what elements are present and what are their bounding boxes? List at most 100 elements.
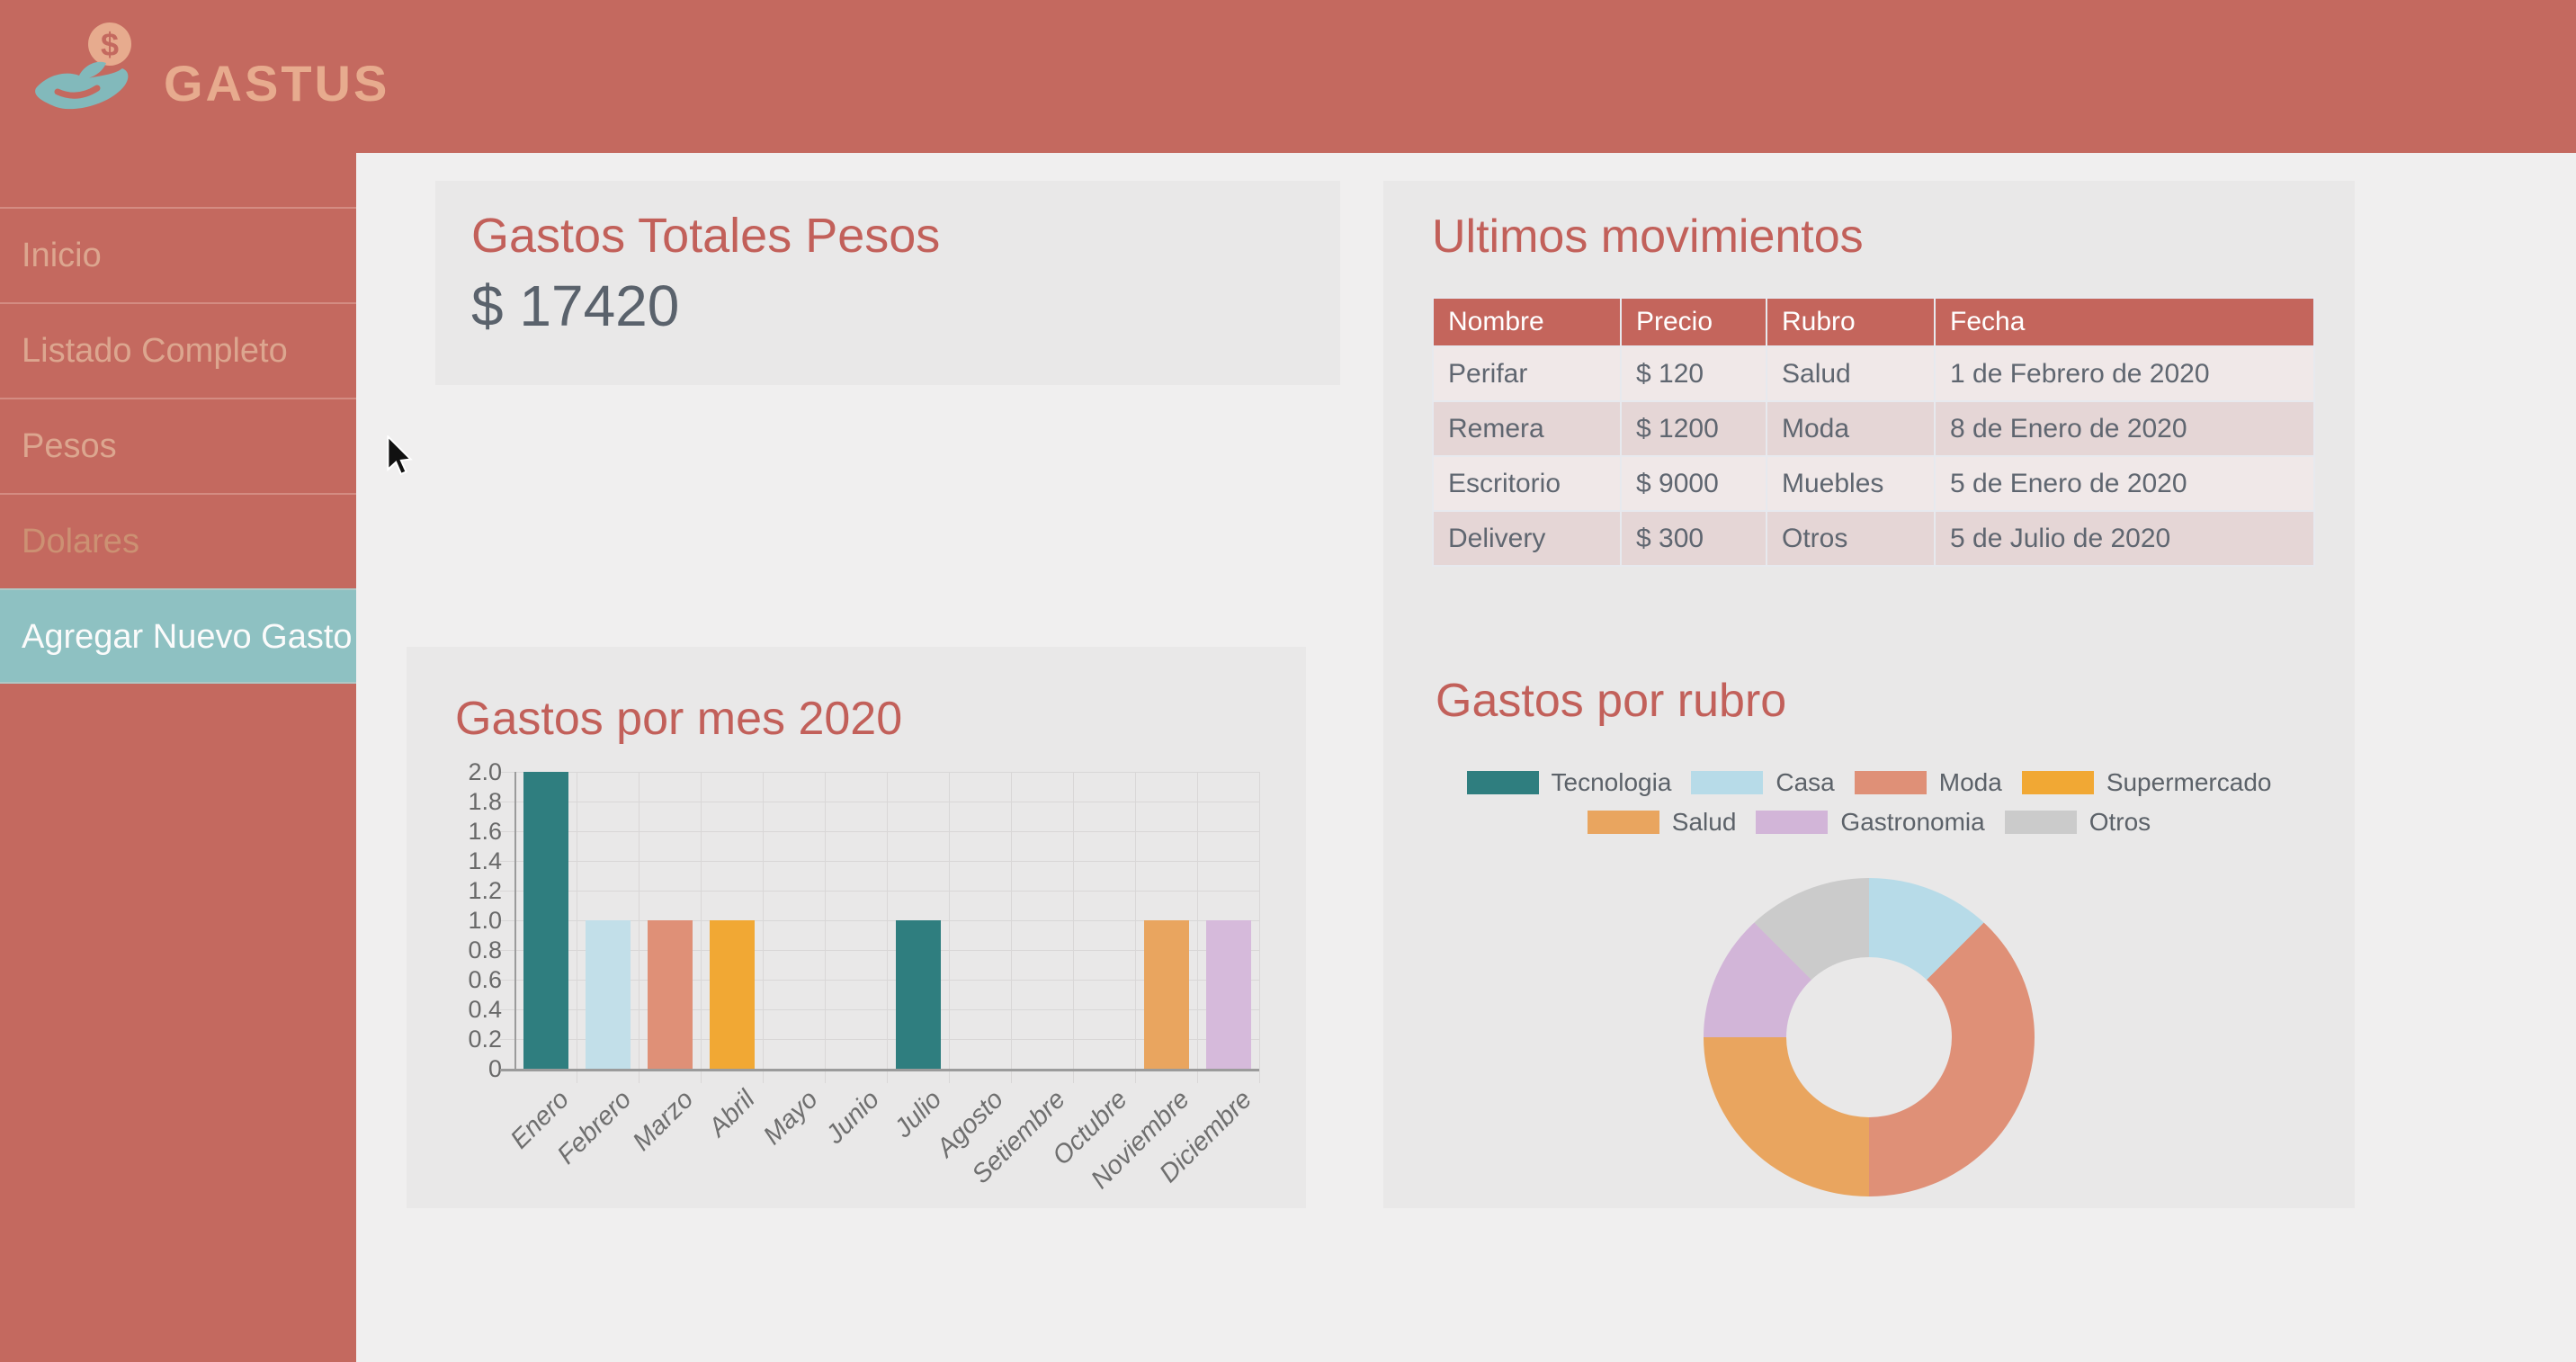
table-cell: 5 de Julio de 2020 bbox=[1936, 512, 2313, 565]
table-cell: $ 9000 bbox=[1622, 457, 1766, 510]
bar-febrero bbox=[585, 920, 631, 1069]
legend-item-salud[interactable]: Salud bbox=[1587, 808, 1736, 837]
x-axis-tick-label: Mayo bbox=[757, 1085, 824, 1151]
gridline bbox=[1011, 772, 1012, 1083]
table-row: Delivery $ 300 Otros 5 de Julio de 2020 bbox=[1434, 512, 2313, 565]
table-cell: 5 de Enero de 2020 bbox=[1936, 457, 2313, 510]
legend-item-moda[interactable]: Moda bbox=[1854, 768, 2002, 797]
bar-noviembre bbox=[1143, 920, 1189, 1069]
svg-text:$: $ bbox=[101, 26, 119, 63]
x-axis-tick-label: Marzo bbox=[627, 1085, 700, 1157]
bar-marzo bbox=[647, 920, 693, 1069]
column-header-nombre: Nombre bbox=[1434, 299, 1620, 345]
sidebar-nav: Inicio Listado Completo Pesos Dolares Agrega… bbox=[0, 207, 356, 684]
y-axis-tick-label: 1.2 bbox=[468, 877, 502, 904]
donut-legend-row-1: Tecnologia Casa Moda Supermercado bbox=[1383, 768, 2355, 797]
legend-swatch-icon bbox=[1854, 771, 1927, 794]
mouse-cursor-icon bbox=[384, 434, 415, 483]
movements-and-rubro-card: Ultimos movimientos Nombre Precio Rubro Fec… bbox=[1383, 181, 2355, 1208]
table-cell: $ 1200 bbox=[1622, 402, 1766, 455]
legend-swatch-icon bbox=[2004, 811, 2077, 834]
legend-item-casa[interactable]: Casa bbox=[1691, 768, 1835, 797]
x-axis-line bbox=[500, 1069, 1259, 1071]
table-cell: Muebles bbox=[1767, 457, 1934, 510]
movements-title: Ultimos movimientos bbox=[1432, 211, 1864, 263]
legend-item-otros[interactable]: Otros bbox=[2004, 808, 2151, 837]
table-cell: Delivery bbox=[1434, 512, 1620, 565]
table-cell: $ 120 bbox=[1622, 347, 1766, 400]
bar-diciembre bbox=[1205, 920, 1251, 1069]
table-cell: Moda bbox=[1767, 402, 1934, 455]
x-axis-tick-label: Abril bbox=[703, 1085, 762, 1142]
donut-hole bbox=[1786, 957, 1952, 1117]
table-cell: Perifar bbox=[1434, 347, 1620, 400]
table-cell: Remera bbox=[1434, 402, 1620, 455]
rubro-chart-title: Gastos por rubro bbox=[1436, 675, 1787, 727]
gridline bbox=[825, 772, 826, 1083]
y-axis-tick-label: 0.8 bbox=[468, 936, 502, 963]
gridline bbox=[949, 772, 950, 1083]
legend-label: Tecnologia bbox=[1551, 768, 1672, 796]
table-cell: 1 de Febrero de 2020 bbox=[1936, 347, 2313, 400]
monthly-chart-card: Gastos por mes 2020 0 0.2 0.4 0.6 0.8 1.0 1.2 1… bbox=[407, 647, 1306, 1208]
bar-enero bbox=[523, 772, 568, 1069]
legend-item-tecnologia[interactable]: Tecnologia bbox=[1466, 768, 1672, 797]
bar-abril bbox=[709, 920, 755, 1069]
bar-chart-plot-area: 0 0.2 0.4 0.6 0.8 1.0 1.2 1.4 1.6 1.8 2.0 Enero Febr… bbox=[468, 759, 1260, 1195]
movements-table: Nombre Precio Rubro Fecha Perifar $ 120 Salud… bbox=[1432, 297, 2315, 567]
sidebar-item-agregar-nuevo-gasto[interactable]: Agregar Nuevo Gasto bbox=[0, 588, 356, 684]
y-axis-tick-label: 0.4 bbox=[468, 996, 502, 1023]
legend-swatch-icon bbox=[1691, 771, 1764, 794]
y-axis-tick-label: 1.4 bbox=[468, 847, 502, 874]
legend-item-supermercado[interactable]: Supermercado bbox=[2021, 768, 2271, 797]
summary-title: Gastos Totales Pesos bbox=[471, 209, 941, 263]
gridline bbox=[500, 861, 1259, 862]
table-row: Perifar $ 120 Salud 1 de Febrero de 2020 bbox=[1434, 347, 2313, 400]
sidebar-item-listado-completo[interactable]: Listado Completo bbox=[0, 302, 356, 398]
legend-label: Otros bbox=[2089, 808, 2151, 836]
hand-coin-logo-icon: $ bbox=[35, 22, 131, 110]
y-axis-tick-label: 0 bbox=[487, 1055, 502, 1082]
sidebar-item-inicio[interactable]: Inicio bbox=[0, 207, 356, 302]
table-row: Escritorio $ 9000 Muebles 5 de Enero de 202… bbox=[1434, 457, 2313, 510]
table-cell: Otros bbox=[1767, 512, 1934, 565]
donut-legend-row-2: Salud Gastronomia Otros bbox=[1383, 808, 2355, 837]
column-header-precio: Precio bbox=[1622, 299, 1766, 345]
gridline bbox=[763, 772, 764, 1083]
sidebar-item-pesos[interactable]: Pesos bbox=[0, 398, 356, 493]
legend-swatch-icon bbox=[1756, 811, 1829, 834]
gridline bbox=[500, 950, 1259, 951]
monthly-chart-title: Gastos por mes 2020 bbox=[455, 693, 903, 745]
gridline bbox=[500, 891, 1259, 892]
table-cell: 8 de Enero de 2020 bbox=[1936, 402, 2313, 455]
legend-swatch-icon bbox=[2021, 771, 2094, 794]
sidebar-item-dolares[interactable]: Dolares bbox=[0, 493, 356, 588]
table-row: Remera $ 1200 Moda 8 de Enero de 2020 bbox=[1434, 402, 2313, 455]
gridline bbox=[639, 772, 640, 1083]
brand-logo[interactable]: $ GASTUS bbox=[31, 20, 389, 133]
header-bar: $ GASTUS bbox=[0, 0, 2576, 153]
legend-label: Gastronomia bbox=[1840, 808, 1985, 836]
legend-item-gastronomia[interactable]: Gastronomia bbox=[1756, 808, 1985, 837]
gridline bbox=[1135, 772, 1136, 1083]
table-cell: $ 300 bbox=[1622, 512, 1766, 565]
gridline bbox=[500, 831, 1259, 832]
summary-card: Gastos Totales Pesos $ 17420 bbox=[435, 181, 1340, 385]
donut-chart bbox=[1704, 878, 2035, 1196]
gridline bbox=[500, 980, 1259, 981]
gridline bbox=[887, 772, 888, 1083]
table-cell: Escritorio bbox=[1434, 457, 1620, 510]
gridline bbox=[500, 1039, 1259, 1040]
brand-name: GASTUS bbox=[164, 55, 390, 112]
y-axis-tick-label: 1.0 bbox=[468, 907, 502, 934]
column-header-rubro: Rubro bbox=[1767, 299, 1934, 345]
y-axis-tick-label: 1.8 bbox=[468, 788, 502, 815]
gridline bbox=[500, 1009, 1259, 1010]
sidebar: Inicio Listado Completo Pesos Dolares Agrega… bbox=[0, 153, 356, 1362]
gridline bbox=[500, 772, 1259, 773]
summary-value: $ 17420 bbox=[471, 273, 680, 338]
y-axis-tick-label: 2.0 bbox=[468, 758, 502, 785]
legend-swatch-icon bbox=[1466, 771, 1539, 794]
legend-label: Casa bbox=[1775, 768, 1835, 796]
x-axis-tick-label: Junio bbox=[820, 1085, 886, 1150]
